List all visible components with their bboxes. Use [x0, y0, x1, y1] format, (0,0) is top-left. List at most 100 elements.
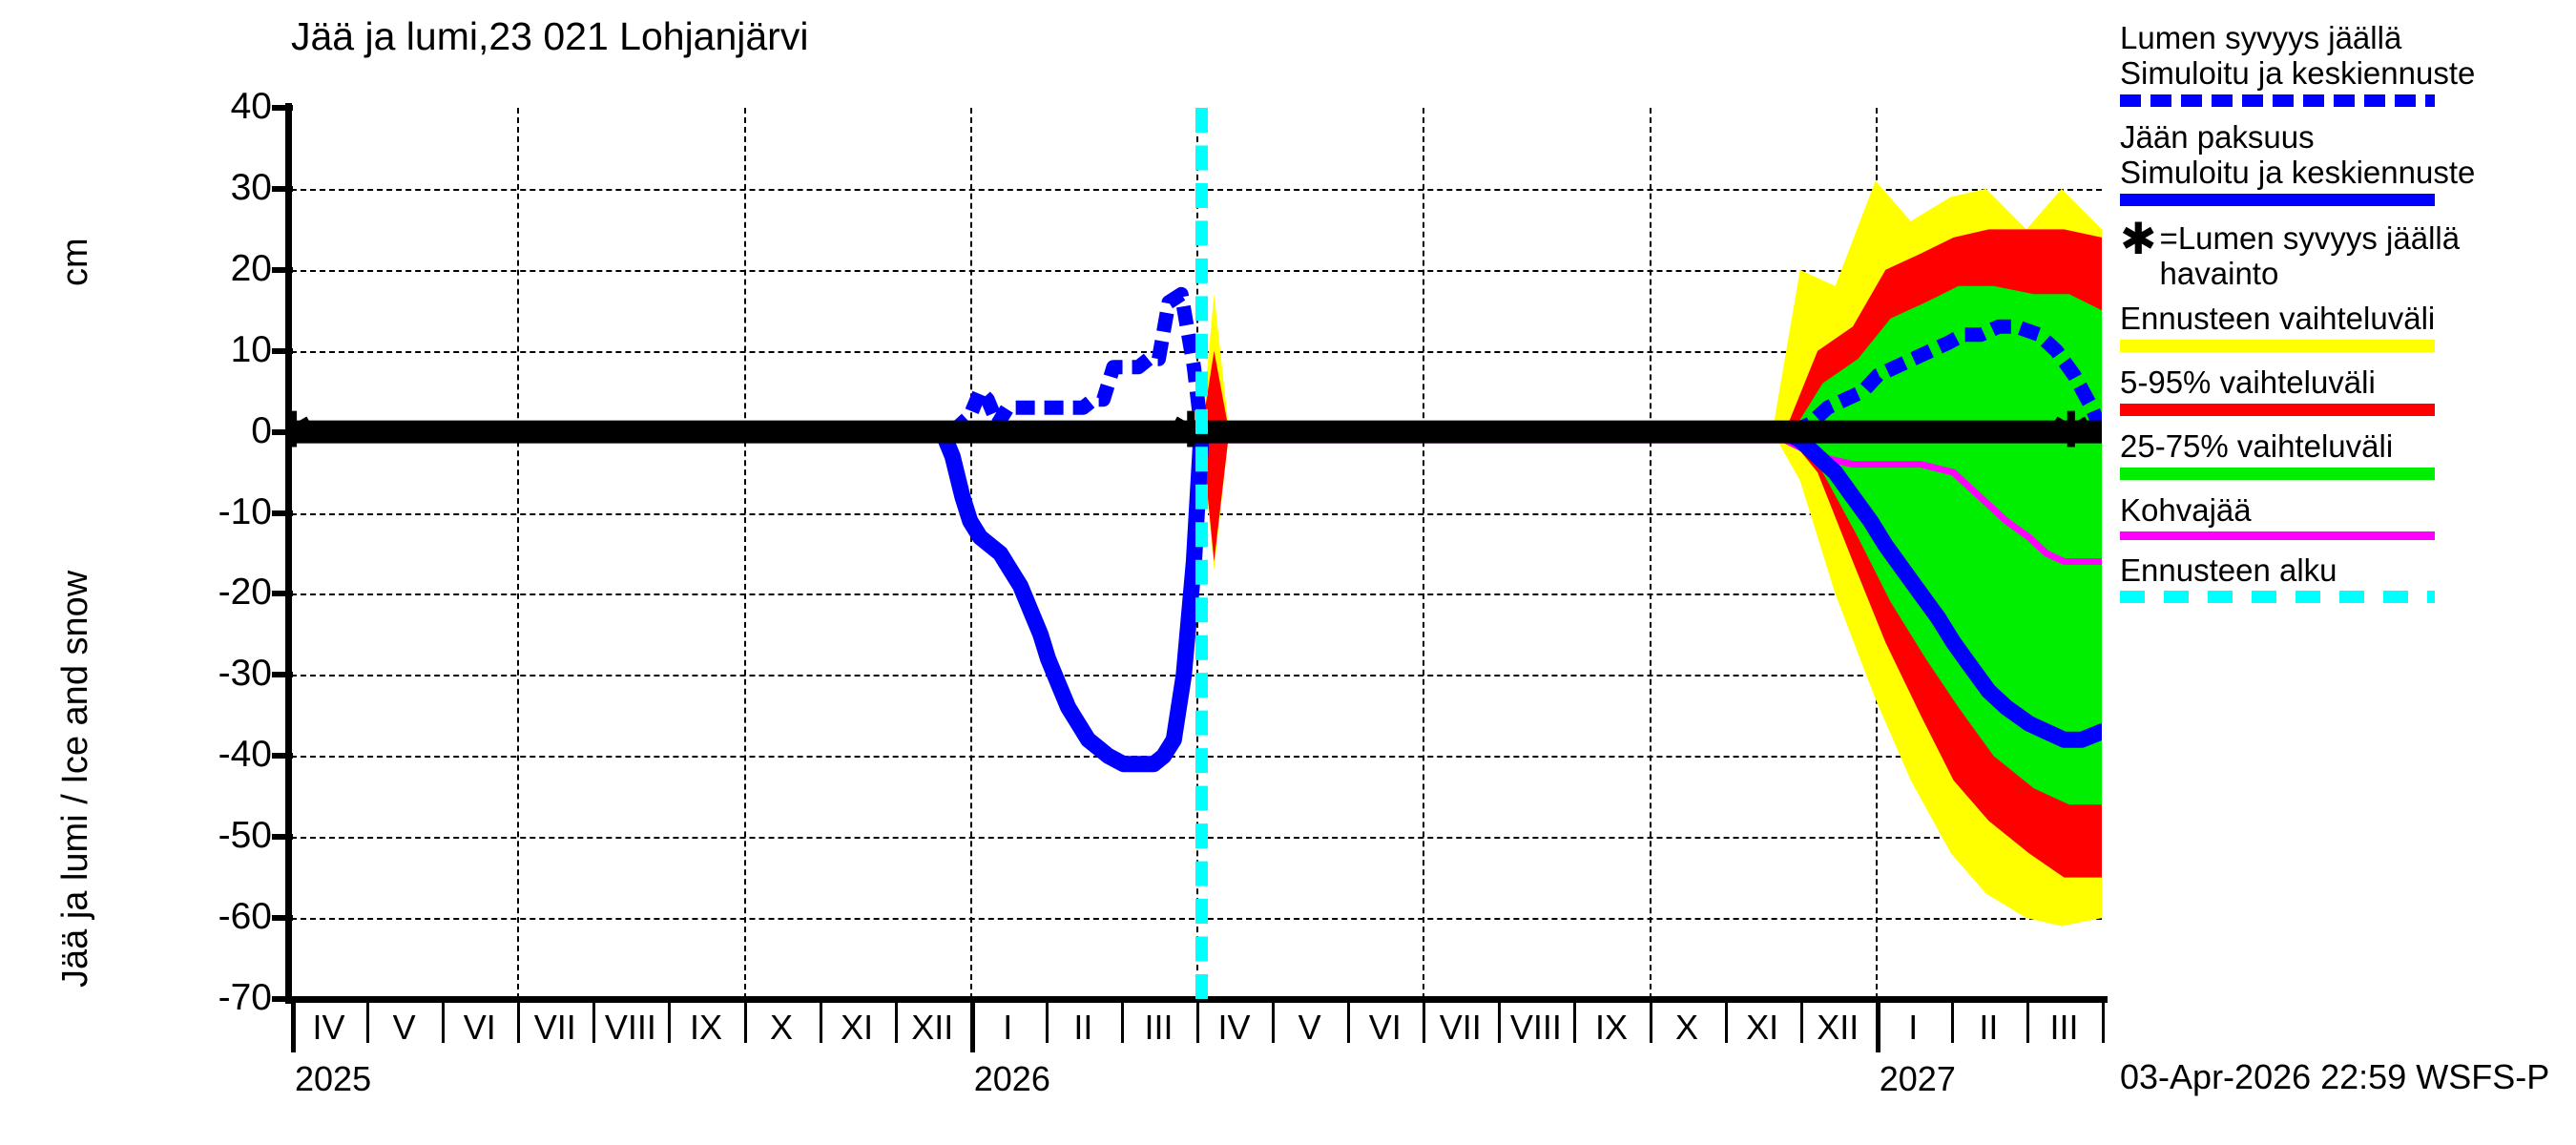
- x-axis-tick-separator: [2102, 1003, 2105, 1043]
- snow-depth-line-2: [1789, 319, 2102, 439]
- x-axis-tick-separator: [894, 1003, 898, 1043]
- x-axis-tick-label: I: [1908, 1008, 1919, 1047]
- legend-item-forecast-start[interactable]: Ennusteen alku: [2120, 552, 2568, 604]
- y-axis-title: Jää ja lumi / Ice and snow: [55, 570, 95, 988]
- x-axis-tick-label: II: [1979, 1008, 1999, 1047]
- y-axis-tick-label: -60: [218, 896, 272, 938]
- y-axis-tick-mark: [272, 185, 293, 192]
- y-axis-unit-label: cm: [55, 238, 95, 286]
- page-title: Jää ja lumi,23 021 Lohjanjärvi: [291, 14, 809, 58]
- x-axis-tick-separator: [1649, 1003, 1652, 1043]
- legend: Lumen syvyys jäällä Simuloitu ja keskienn…: [2120, 20, 2568, 616]
- ice-thickness-line-2: [1776, 424, 2102, 748]
- x-axis-tick-label: IX: [689, 1008, 722, 1047]
- grid-line-vertical: [1649, 108, 1652, 999]
- y-axis-tick-label: -50: [218, 815, 272, 857]
- x-axis-tick-separator: [743, 1003, 747, 1043]
- forecast-range-band-green: [1792, 285, 2102, 805]
- x-axis-tick-separator: [1423, 1003, 1426, 1043]
- grid-line-vertical: [743, 108, 746, 999]
- legend-swatch-range-25-75: [2120, 467, 2435, 480]
- x-axis-tick-label: XI: [841, 1008, 874, 1047]
- x-axis-tick-separator: [592, 1003, 596, 1043]
- x-axis-tick-label: III: [2049, 1008, 2079, 1047]
- legend-item-snow-depth-forecast[interactable]: Lumen syvyys jäällä Simuloitu ja keskienn…: [2120, 20, 2568, 107]
- legend-item-range-25-75[interactable]: 25-75% vaihteluväli: [2120, 427, 2568, 480]
- y-axis-tick-label: -40: [218, 734, 272, 776]
- y-axis-tick-mark: [272, 105, 293, 111]
- x-axis-tick-label: II: [1073, 1008, 1093, 1047]
- y-axis-tick-mark: [272, 672, 293, 678]
- x-axis-tick-label: XII: [911, 1008, 954, 1047]
- legend-item-forecast-range[interactable]: Ennusteen vaihteluväli: [2120, 300, 2568, 352]
- ice-thickness-line-1: [934, 424, 1210, 773]
- x-axis-tick-separator: [2025, 1003, 2029, 1043]
- x-axis-tick-label: I: [1003, 1008, 1013, 1047]
- y-axis-tick-mark: [272, 834, 293, 841]
- x-axis-tick-separator: [1120, 1003, 1124, 1043]
- x-axis-tick-separator: [1724, 1003, 1728, 1043]
- forecast-start-line: [1195, 108, 1209, 999]
- x-axis-tick-label: VII: [1439, 1008, 1482, 1047]
- x-axis-tick-label: IV: [1217, 1008, 1251, 1047]
- legend-item-label: Ennusteen vaihteluväli: [2120, 300, 2436, 336]
- legend-item-snow-observation[interactable]: ✱ =Lumen syvyys jäällä havainto: [2120, 217, 2568, 292]
- x-axis-tick-label: X: [770, 1008, 794, 1047]
- y-axis-tick-label: 20: [230, 247, 272, 289]
- legend-item-slush-ice[interactable]: Kohvajää: [2120, 491, 2568, 540]
- x-axis-tick-separator: [1875, 1003, 1880, 1052]
- legend-swatch-snow-depth-forecast: [2120, 94, 2435, 107]
- snow-observation-marker: ✱: [291, 404, 314, 459]
- x-axis-year-label: 2027: [1879, 1059, 1956, 1098]
- x-axis-tick-label: VII: [533, 1008, 576, 1047]
- legend-swatch-forecast-range: [2120, 339, 2435, 352]
- legend-item-sublabel: havainto: [2159, 255, 2279, 291]
- x-axis-tick-separator: [668, 1003, 672, 1043]
- legend-swatch-forecast-start: [2120, 591, 2435, 604]
- y-axis-tick-label: -10: [218, 490, 272, 532]
- legend-item-label: Ennusteen alku: [2120, 552, 2337, 588]
- snow-observation-marker: ✱: [2050, 404, 2092, 459]
- y-axis-tick-label: 10: [230, 328, 272, 370]
- legend-item-label: Lumen syvyys jäällä: [2120, 20, 2402, 55]
- x-axis-tick-label: V: [392, 1008, 416, 1047]
- chart-series-layer: ✱ ✱ ✱: [291, 180, 2102, 926]
- x-axis-tick-separator: [1045, 1003, 1049, 1043]
- legend-item-label: Kohvajää: [2120, 491, 2252, 528]
- x-axis-tick-label: IV: [312, 1008, 345, 1047]
- x-axis-tick-label: XI: [1746, 1008, 1779, 1047]
- x-axis-tick-separator: [1196, 1003, 1199, 1043]
- x-axis-tick-label: XII: [1817, 1008, 1859, 1047]
- grid-line-horizontal: [291, 999, 2102, 1001]
- x-axis-tick-label: IX: [1594, 1008, 1628, 1047]
- x-axis-tick-separator: [366, 1003, 370, 1043]
- y-axis-tick-mark: [272, 510, 293, 516]
- legend-item-range-5-95[interactable]: 5-95% vaihteluväli: [2120, 364, 2568, 416]
- y-axis-tick-label: -20: [218, 572, 272, 614]
- y-axis-tick-mark: [272, 347, 293, 354]
- y-axis-tick-label: -30: [218, 653, 272, 695]
- legend-item-ice-thickness-forecast[interactable]: Jään paksuus Simuloitu ja keskiennuste: [2120, 119, 2568, 206]
- y-axis-tick-mark: [272, 996, 293, 1002]
- legend-swatch-ice-thickness-forecast: [2120, 193, 2435, 206]
- y-axis-tick-mark: [272, 753, 293, 760]
- footer-timestamp: 03-Apr-2026 22:59 WSFS-P: [2120, 1057, 2550, 1096]
- y-axis-tick-mark: [272, 266, 293, 273]
- y-axis-tick-mark: [272, 591, 293, 597]
- y-axis-tick-label: 40: [230, 86, 272, 127]
- y-axis-line: [285, 103, 292, 1004]
- x-axis-tick-separator: [1347, 1003, 1351, 1043]
- x-axis-tick-separator: [1573, 1003, 1577, 1043]
- x-axis: IV V VI VII VIII IX X XI XII I II III IV V VI VII VIII IX…: [291, 1003, 2105, 1096]
- x-axis-tick-label: VIII: [1509, 1008, 1562, 1047]
- x-axis-tick-separator: [969, 1003, 975, 1052]
- x-axis-tick-separator: [442, 1003, 446, 1043]
- x-axis-tick-separator: [517, 1003, 521, 1043]
- x-axis-year-label: 2026: [973, 1059, 1050, 1098]
- legend-item-label: =Lumen syvyys jäällä: [2159, 219, 2461, 256]
- legend-item-label: 25-75% vaihteluväli: [2120, 427, 2394, 464]
- y-axis-tick-mark: [272, 428, 293, 435]
- x-axis-tick-label: VI: [463, 1008, 496, 1047]
- y-axis-tick-label: 30: [230, 166, 272, 208]
- grid-line-vertical: [969, 108, 972, 999]
